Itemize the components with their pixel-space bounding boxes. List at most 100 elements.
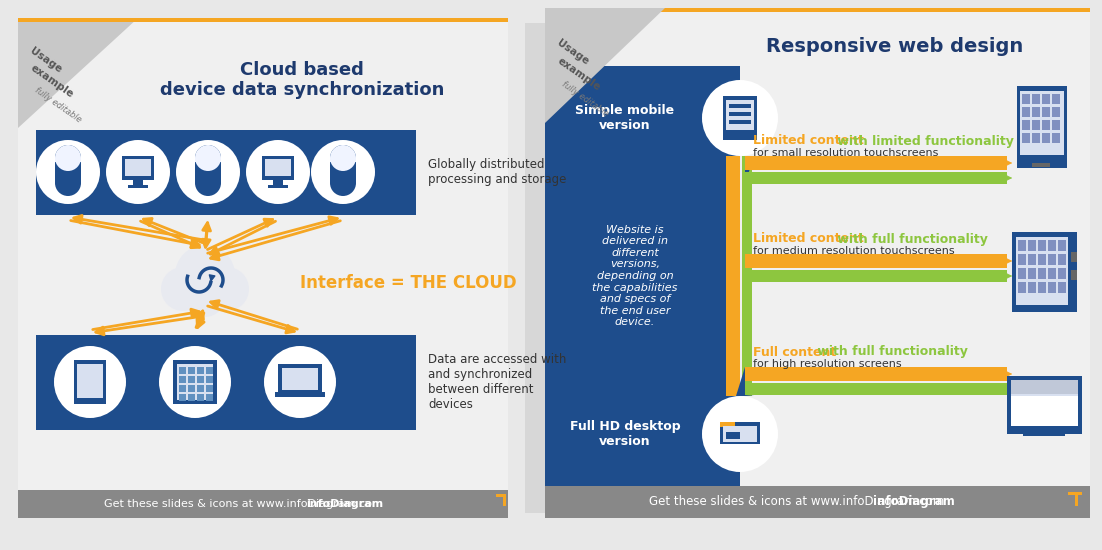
Bar bbox=[262, 156, 294, 180]
Text: fully editable: fully editable bbox=[33, 86, 83, 125]
Polygon shape bbox=[545, 8, 665, 123]
Circle shape bbox=[702, 396, 778, 472]
Bar bbox=[206, 394, 213, 401]
Bar bbox=[195, 167, 222, 174]
Text: Globally distributed
processing and storage: Globally distributed processing and stor… bbox=[428, 158, 566, 186]
Text: Full content: Full content bbox=[753, 345, 836, 359]
Bar bbox=[1028, 282, 1036, 293]
Bar bbox=[1022, 94, 1030, 104]
Bar bbox=[1022, 107, 1030, 117]
Bar bbox=[197, 385, 204, 392]
Bar bbox=[86, 398, 94, 402]
Bar bbox=[268, 185, 288, 188]
Bar bbox=[1042, 94, 1050, 104]
Bar bbox=[329, 158, 356, 162]
Bar bbox=[1020, 157, 1065, 162]
Bar bbox=[730, 104, 750, 108]
Text: for high resolution screens: for high resolution screens bbox=[753, 359, 901, 369]
Text: for medium resolution touchscreens: for medium resolution touchscreens bbox=[753, 246, 954, 256]
Bar bbox=[726, 429, 741, 432]
Circle shape bbox=[195, 145, 222, 171]
Bar bbox=[1058, 254, 1066, 265]
Bar bbox=[133, 180, 143, 185]
Text: Get these slides & icons at www.infoDiagram.com: Get these slides & icons at www.infoDiag… bbox=[649, 496, 944, 509]
Bar bbox=[1031, 163, 1050, 167]
Circle shape bbox=[311, 140, 375, 204]
Bar bbox=[197, 367, 204, 374]
Bar bbox=[1028, 254, 1036, 265]
Bar bbox=[206, 367, 213, 374]
Text: Usage: Usage bbox=[555, 38, 591, 67]
Circle shape bbox=[185, 277, 225, 317]
Bar bbox=[1052, 120, 1060, 130]
Circle shape bbox=[195, 145, 222, 171]
Bar bbox=[745, 172, 1007, 184]
Bar bbox=[1018, 254, 1026, 265]
Bar bbox=[1042, 133, 1050, 143]
Bar bbox=[745, 254, 1007, 268]
Polygon shape bbox=[736, 367, 754, 396]
Bar bbox=[1048, 282, 1056, 293]
Bar bbox=[1048, 254, 1056, 265]
Circle shape bbox=[195, 152, 222, 178]
Text: with full functionality: with full functionality bbox=[833, 233, 987, 245]
Polygon shape bbox=[18, 18, 138, 128]
Bar bbox=[1038, 282, 1046, 293]
Bar bbox=[496, 494, 506, 497]
Bar bbox=[1068, 492, 1082, 495]
Text: Interface = THE CLOUD: Interface = THE CLOUD bbox=[300, 274, 517, 292]
Bar bbox=[55, 158, 82, 162]
Bar bbox=[745, 383, 1007, 395]
Text: Full HD desktop
version: Full HD desktop version bbox=[570, 420, 680, 448]
Bar bbox=[1042, 107, 1050, 117]
Text: for small resolution touchscreens: for small resolution touchscreens bbox=[753, 148, 939, 158]
Bar bbox=[55, 176, 82, 183]
Bar bbox=[1020, 91, 1065, 155]
Bar bbox=[1022, 120, 1030, 130]
Circle shape bbox=[329, 163, 356, 189]
Bar bbox=[1023, 432, 1065, 436]
Bar bbox=[329, 167, 356, 174]
Bar bbox=[726, 429, 741, 439]
Text: with full functionality: with full functionality bbox=[813, 345, 968, 359]
Circle shape bbox=[176, 140, 240, 204]
Bar bbox=[1052, 133, 1060, 143]
Circle shape bbox=[329, 161, 356, 187]
Bar bbox=[1028, 240, 1036, 251]
Bar bbox=[1022, 133, 1030, 143]
Bar bbox=[122, 156, 154, 180]
Bar bbox=[179, 385, 186, 392]
Circle shape bbox=[195, 163, 222, 189]
Bar bbox=[173, 360, 217, 404]
Circle shape bbox=[205, 267, 249, 311]
Circle shape bbox=[329, 152, 356, 178]
Bar bbox=[1038, 254, 1046, 265]
Text: Limited content: Limited content bbox=[753, 135, 864, 147]
Bar bbox=[525, 23, 550, 513]
Bar bbox=[197, 394, 204, 401]
Circle shape bbox=[55, 161, 82, 187]
Circle shape bbox=[329, 145, 356, 171]
Bar bbox=[329, 158, 356, 165]
Bar bbox=[723, 96, 757, 140]
Bar bbox=[1011, 380, 1078, 426]
Bar bbox=[1018, 282, 1026, 293]
Bar bbox=[1031, 94, 1040, 104]
Bar bbox=[1031, 107, 1040, 117]
Bar bbox=[77, 364, 102, 398]
Bar bbox=[726, 156, 741, 396]
Bar bbox=[1052, 107, 1060, 117]
Bar bbox=[1042, 120, 1050, 130]
Bar bbox=[36, 335, 415, 430]
Text: Website is
delivered in
different
versions,
depending on
the capabilities
and sp: Website is delivered in different versio… bbox=[592, 224, 678, 327]
Text: Limited content: Limited content bbox=[753, 233, 864, 245]
Bar bbox=[1011, 380, 1078, 394]
Bar bbox=[1071, 252, 1077, 262]
Bar bbox=[276, 392, 325, 397]
Circle shape bbox=[106, 140, 170, 204]
Bar bbox=[179, 394, 186, 401]
Bar bbox=[1048, 268, 1056, 279]
Bar bbox=[1017, 86, 1067, 168]
Polygon shape bbox=[736, 156, 754, 184]
Bar bbox=[18, 490, 508, 518]
